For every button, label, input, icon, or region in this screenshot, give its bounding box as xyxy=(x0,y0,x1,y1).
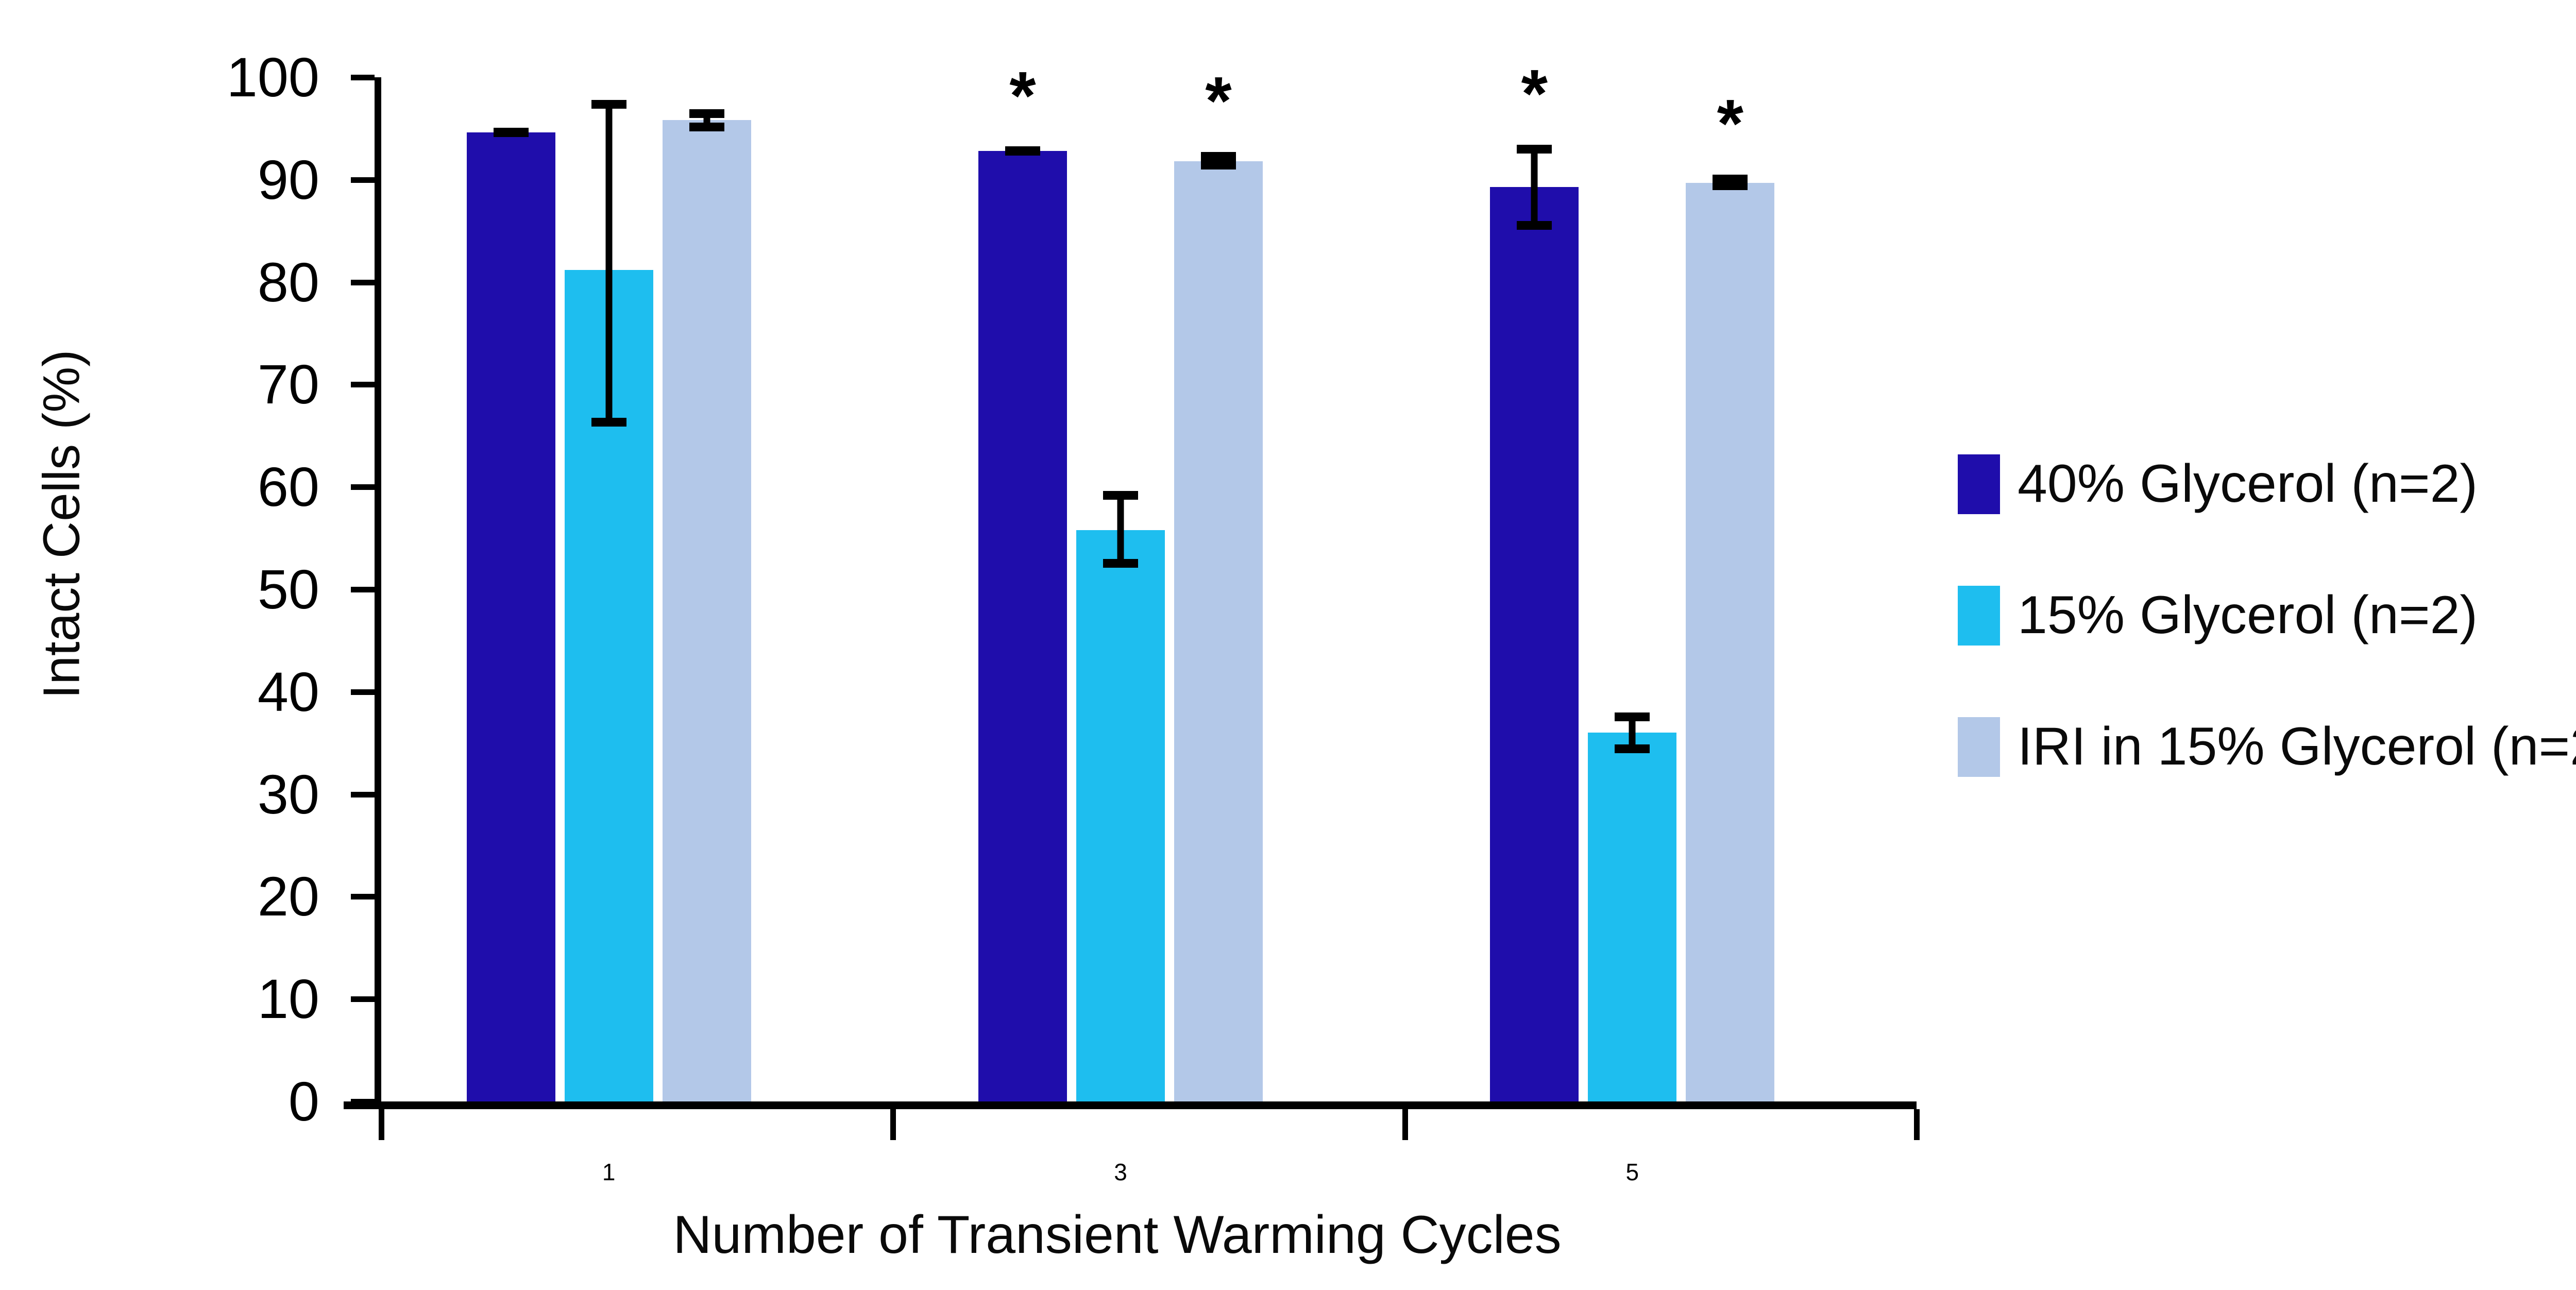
error-bar-cap-bottom xyxy=(689,123,724,132)
error-bar-cap-bottom xyxy=(1517,221,1552,230)
error-bar-cap-top xyxy=(1713,174,1748,183)
error-bar-line xyxy=(1629,712,1636,754)
legend-item[interactable]: 15% Glycerol (n=2) xyxy=(1958,585,2478,646)
x-axis-line xyxy=(344,1101,1917,1109)
error-bar-cap-bottom xyxy=(1713,181,1748,190)
error-bar-cap-top xyxy=(1103,491,1138,500)
y-tick-mark xyxy=(351,689,375,695)
y-axis-line xyxy=(375,77,381,1108)
y-tick-label: 90 xyxy=(257,148,319,211)
legend-label: IRI in 15% Glycerol (n=2) xyxy=(2018,717,2576,776)
y-tick-label: 70 xyxy=(257,353,319,416)
y-tick-label: 20 xyxy=(257,865,319,928)
y-tick-mark xyxy=(351,177,375,183)
error-bar-line xyxy=(1531,145,1538,230)
significance-asterisk: * xyxy=(1521,56,1548,132)
bar xyxy=(466,132,555,1101)
bar xyxy=(978,151,1067,1101)
bar xyxy=(1174,161,1263,1101)
bar xyxy=(1588,733,1677,1101)
y-tick-mark xyxy=(351,484,375,490)
x-tick-label: 1 xyxy=(602,1159,616,1185)
x-tick-label: 5 xyxy=(1625,1159,1639,1185)
error-bar-cap-bottom xyxy=(1615,744,1650,754)
error-bar-cap-bottom xyxy=(1103,559,1138,568)
error-bar-cap-bottom xyxy=(1201,160,1236,169)
bar xyxy=(1076,530,1165,1101)
y-tick-mark xyxy=(351,587,375,592)
significance-asterisk: * xyxy=(1009,58,1036,134)
x-category-tick xyxy=(890,1109,896,1140)
y-tick-mark xyxy=(351,279,375,285)
bar xyxy=(1490,186,1579,1101)
legend-item[interactable]: 40% Glycerol (n=2) xyxy=(1958,453,2478,515)
error-bar-line xyxy=(605,99,613,427)
legend-swatch-icon xyxy=(1958,717,2000,777)
y-tick-label: 50 xyxy=(257,558,319,620)
y-tick-label: 0 xyxy=(288,1070,319,1132)
y-tick-mark xyxy=(351,791,375,797)
error-bar-cap-top xyxy=(689,109,724,118)
error-bar-cap-bottom xyxy=(493,128,529,137)
y-tick-label: 40 xyxy=(257,660,319,723)
error-bar-cap-bottom xyxy=(1005,146,1040,156)
x-axis-title: Number of Transient Warming Cycles xyxy=(673,1205,1562,1265)
x-tick-label: 3 xyxy=(1114,1159,1127,1185)
error-bar-cap-top xyxy=(1201,152,1236,161)
y-tick-mark xyxy=(351,75,375,80)
legend-swatch-icon xyxy=(1958,454,2000,514)
y-tick-label: 10 xyxy=(257,968,319,1030)
legend-item[interactable]: IRI in 15% Glycerol (n=2) xyxy=(1958,716,2576,777)
error-bar-cap-top xyxy=(591,99,626,109)
x-category-tick xyxy=(379,1109,384,1140)
x-category-tick xyxy=(1914,1109,1920,1140)
y-tick-label: 30 xyxy=(257,762,319,825)
error-bar-cap-bottom xyxy=(591,417,626,427)
bar xyxy=(1686,182,1775,1101)
y-axis-tick-labels: 100 90 80 70 60 50 40 30 20 10 0 xyxy=(170,0,319,1290)
y-tick-mark xyxy=(351,894,375,900)
y-tick-mark xyxy=(351,382,375,388)
y-tick-label: 60 xyxy=(257,455,319,518)
y-tick-mark xyxy=(351,996,375,1003)
significance-asterisk: * xyxy=(1717,85,1744,161)
legend-label: 15% Glycerol (n=2) xyxy=(2018,585,2478,645)
error-bar-cap-top xyxy=(1517,145,1552,154)
error-bar-line xyxy=(1117,491,1124,568)
bar xyxy=(662,120,751,1101)
significance-asterisk: * xyxy=(1205,63,1232,139)
legend-swatch-icon xyxy=(1958,585,2000,646)
y-tick-label: 100 xyxy=(226,46,319,108)
y-axis-title: Intact Cells (%) xyxy=(32,349,91,699)
x-category-tick xyxy=(1402,1109,1408,1140)
legend-label: 40% Glycerol (n=2) xyxy=(2018,454,2478,514)
error-bar-cap-top xyxy=(1615,712,1650,721)
y-tick-label: 80 xyxy=(257,250,319,313)
